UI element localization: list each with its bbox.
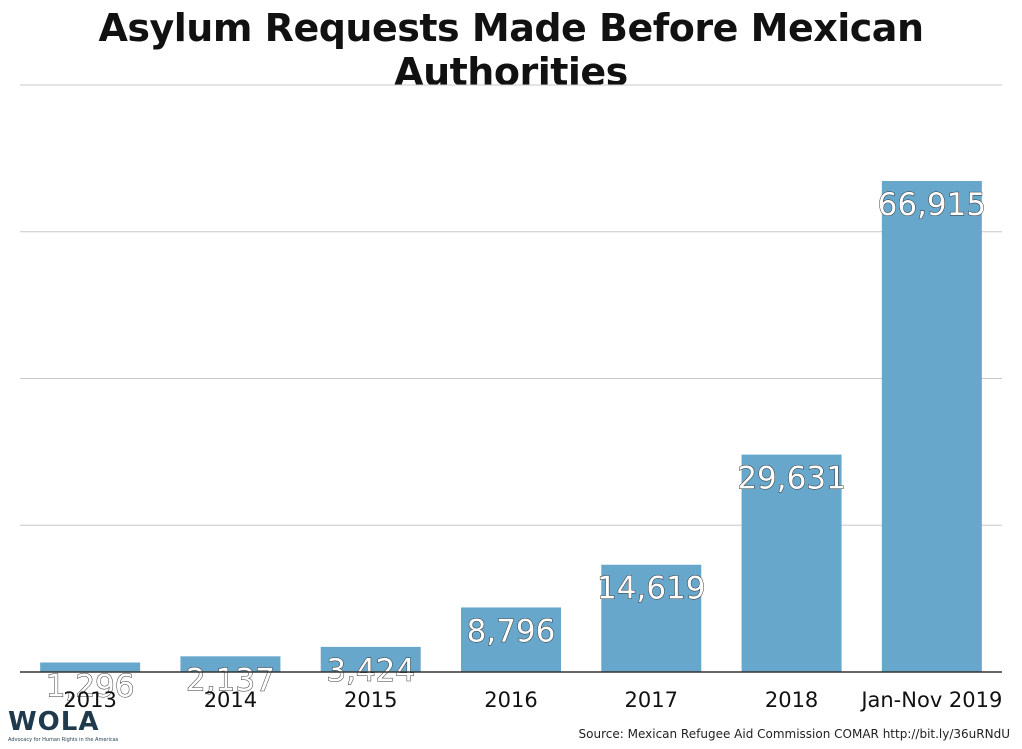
x-tick-label: Jan-Nov 2019 [859,688,1002,712]
x-tick-label: 2015 [344,688,397,712]
x-tick-label: 2014 [204,688,257,712]
logo-tagline: Advocacy for Human Rights in the America… [8,737,119,743]
chart-title: Asylum Requests Made Before Mexican Auth… [98,6,924,94]
data-label: 2,137 [186,662,275,698]
logo-wordmark: WOLA [8,707,100,737]
data-label: 3,424 [326,653,415,689]
data-label: 14,619 [597,571,705,607]
source-note: Source: Mexican Refugee Aid Commission C… [578,727,1010,741]
bar [461,607,561,672]
bar [881,181,982,673]
x-tick-label: 2016 [484,688,537,712]
bar [180,656,281,672]
bar [601,564,702,672]
x-tick-label: 2013 [63,688,116,712]
data-label: 1,296 [46,668,135,704]
data-label: 8,796 [467,613,556,649]
x-tick-label: 2018 [765,688,818,712]
bar [320,646,421,672]
wola-logo: WOLA Advocacy for Human Rights in the Am… [8,707,118,746]
bar [741,454,842,672]
x-tick-label: 2017 [625,688,678,712]
data-label: 29,631 [737,461,845,497]
bar [40,662,141,672]
data-label: 66,915 [878,187,986,223]
